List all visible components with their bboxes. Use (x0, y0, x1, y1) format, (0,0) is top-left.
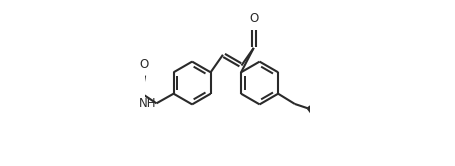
Text: O: O (249, 12, 258, 25)
Text: O: O (139, 58, 148, 72)
Text: NH: NH (138, 97, 156, 110)
